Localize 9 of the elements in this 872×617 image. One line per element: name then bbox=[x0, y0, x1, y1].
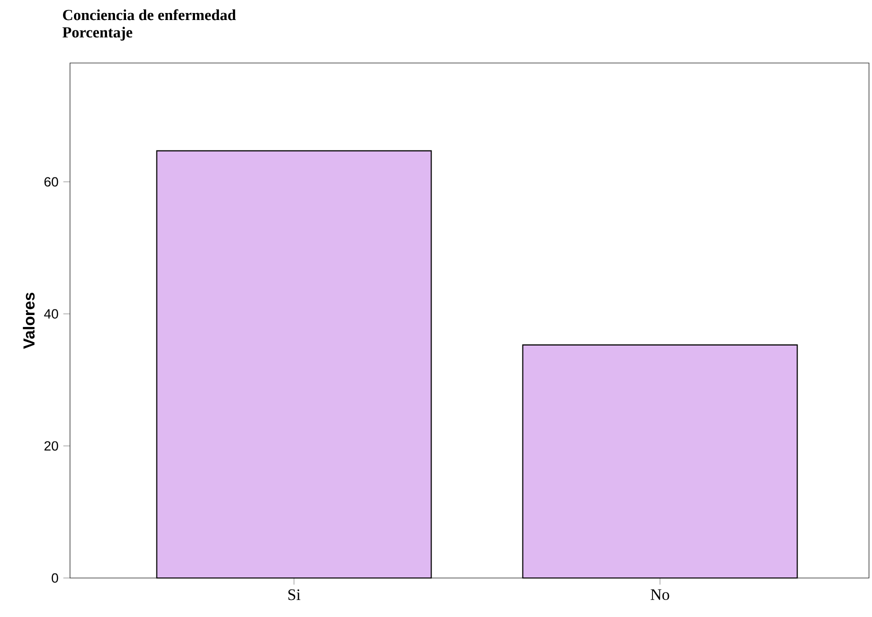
x-tick-label: No bbox=[650, 589, 670, 600]
y-tick-label: 0 bbox=[52, 573, 58, 583]
chart-title: Conciencia de enfermedad bbox=[63, 9, 236, 20]
y-axis-title: Valores bbox=[22, 292, 35, 349]
y-tick-label: 40 bbox=[44, 309, 58, 319]
chart-subtitle: Porcentaje bbox=[62, 26, 132, 41]
y-tick-label: 20 bbox=[44, 441, 58, 451]
x-tick-label: Si bbox=[288, 589, 300, 600]
y-tick-label: 60 bbox=[44, 177, 58, 187]
